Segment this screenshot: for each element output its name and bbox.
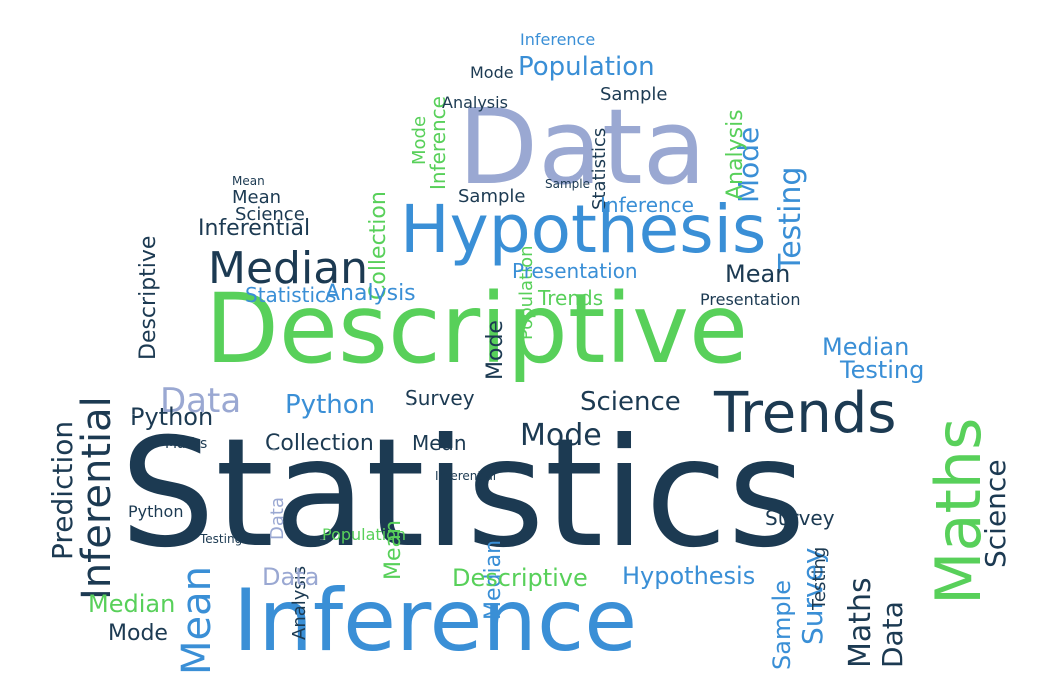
cloud-word: Python (285, 390, 375, 420)
cloud-word: Mean (232, 174, 265, 188)
cloud-word: Hypothesis (622, 562, 755, 590)
cloud-word: Testing (880, 376, 884, 379)
cloud-word: Mode (470, 63, 514, 82)
cloud-word: Presentation (512, 259, 638, 283)
cloud-word: Maths (165, 436, 207, 452)
cloud-word: Maths (155, 493, 159, 496)
cloud-word: Trends (540, 298, 544, 301)
cloud-word: Sample (545, 177, 590, 191)
cloud-word: Science (215, 419, 219, 421)
cloud-word: Inference (600, 193, 694, 217)
cloud-word: Mode (483, 320, 508, 380)
cloud-word: Science (979, 459, 1012, 568)
cloud-word: Analysis (325, 281, 416, 306)
cloud-word: Median (481, 540, 506, 620)
cloud-word: Collection (272, 448, 277, 451)
cloud-word: Mode (540, 444, 543, 446)
cloud-word: Mode (732, 127, 765, 203)
cloud-word: Analysis (723, 109, 748, 200)
cloud-word: Data (262, 563, 319, 591)
cloud-word: Population (516, 245, 537, 340)
cloud-word: Science (235, 204, 305, 225)
cloud-word: Analysis (289, 566, 310, 640)
cloud-word: Sample (600, 84, 668, 105)
cloud-word: Prediction (620, 583, 625, 586)
cloud-word: Prediction (410, 58, 415, 61)
cloud-word: Mode (108, 621, 168, 646)
cloud-word: Descriptive (205, 273, 748, 385)
cloud-word: Data (160, 381, 241, 421)
cloud-word: Inferential (74, 396, 120, 600)
cloud-word: Inference (520, 30, 595, 49)
cloud-word: Mode (520, 418, 602, 453)
cloud-word: Population (322, 525, 406, 544)
cloud-word: Survey (765, 518, 769, 521)
cloud-word: Mean (174, 566, 220, 675)
cloud-word: Mean (725, 260, 790, 288)
cloud-word: Survey (830, 378, 834, 381)
cloud-word: Testing (199, 532, 242, 546)
cloud-word: Sample (600, 99, 604, 101)
cloud-word: Mean (412, 431, 467, 455)
cloud-word: Median (208, 243, 368, 294)
cloud-word: Collection (270, 448, 275, 451)
cloud-word: Mode (409, 116, 430, 165)
cloud-word: Inferential (270, 448, 276, 451)
cloud-word: Hypothesis (602, 188, 608, 191)
cloud-word: Inference (426, 96, 450, 190)
cloud-word: Survey (765, 506, 835, 530)
cloud-word: Analysis (450, 108, 455, 111)
cloud-word: Collection (366, 191, 391, 300)
cloud-word: Survey (405, 386, 475, 410)
cloud-word: Population (320, 538, 326, 541)
cloud-word: Testing (830, 376, 834, 379)
cloud-word: Python (130, 403, 213, 431)
cloud-word: Maths (922, 418, 995, 605)
cloud-word: Descriptive (452, 564, 588, 592)
cloud-word: Science (580, 409, 584, 411)
cloud-word: Trends (215, 418, 219, 421)
cloud-word: Testing (839, 356, 924, 384)
cloud-word: Trends (713, 381, 896, 446)
cloud-word: Collection (265, 431, 374, 456)
cloud-word: Descriptive (136, 236, 161, 360)
cloud-word: Inferential (198, 216, 310, 241)
cloud-word: Data (876, 601, 909, 668)
cloud-word: Survey (796, 548, 829, 645)
cloud-word: Median (822, 333, 909, 361)
cloud-word: Inference (233, 571, 637, 671)
cloud-word: Maths (843, 577, 878, 668)
cloud-word: Data (267, 497, 288, 540)
cloud-word: Median (88, 590, 175, 618)
cloud-word: Maths (410, 403, 414, 406)
cloud-word: Statistics (250, 301, 255, 304)
cloud-word: Prediction (46, 421, 79, 560)
cloud-word: Inferential (435, 469, 496, 483)
cloud-word: Hypothesis (400, 191, 766, 268)
cloud-word: Data (458, 86, 706, 208)
cloud-word: Sample (768, 580, 796, 670)
cloud-word: Science (580, 387, 681, 417)
cloud-word: Presentation (700, 290, 800, 309)
cloud-word: Presentation (700, 303, 707, 306)
cloud-word: Statistics (245, 283, 336, 307)
cloud-word: Mean (381, 520, 406, 580)
cloud-word: Testing (773, 167, 808, 273)
cloud-word: Mean (232, 187, 281, 208)
cloud-word: Statistics (589, 128, 610, 210)
cloud-word: Sample (458, 186, 526, 207)
cloud-word: Statistics (130, 413, 135, 416)
cloud-word: Population (518, 52, 655, 82)
cloud-word: Python (128, 502, 183, 521)
cloud-word: Trends (537, 286, 603, 310)
cloud-word: Analysis (442, 93, 508, 112)
cloud-word: Testing (809, 547, 830, 611)
cloud-word: Statistics (120, 407, 806, 581)
